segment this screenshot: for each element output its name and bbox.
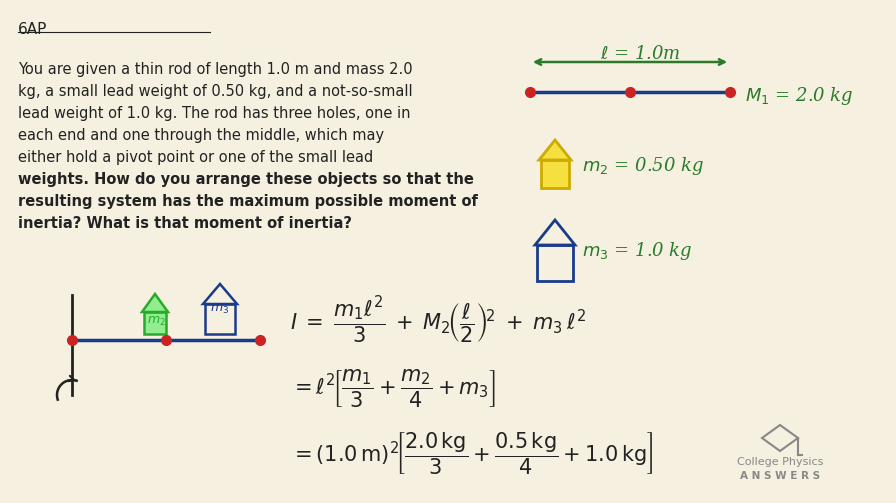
Text: $m_2$: $m_2$ xyxy=(147,315,166,328)
Polygon shape xyxy=(762,425,798,451)
FancyBboxPatch shape xyxy=(541,160,569,188)
Polygon shape xyxy=(539,140,571,160)
Polygon shape xyxy=(142,294,168,312)
Text: lead weight of 1.0 kg. The rod has three holes, one in: lead weight of 1.0 kg. The rod has three… xyxy=(18,106,410,121)
Text: $= (1.0\,\mathrm{m})^2\!\left[\dfrac{2.0\,\mathrm{kg}}{3} + \dfrac{0.5\,\mathrm{: $= (1.0\,\mathrm{m})^2\!\left[\dfrac{2.0… xyxy=(290,430,653,476)
FancyBboxPatch shape xyxy=(144,312,166,334)
Text: You are given a thin rod of length 1.0 m and mass 2.0: You are given a thin rod of length 1.0 m… xyxy=(18,62,413,77)
Text: A N S W E R S: A N S W E R S xyxy=(740,471,820,481)
Text: each end and one through the middle, which may: each end and one through the middle, whi… xyxy=(18,128,384,143)
Text: $\ell$ = 1.0m: $\ell$ = 1.0m xyxy=(600,45,681,63)
Text: weights. How do you arrange these objects so that the: weights. How do you arrange these object… xyxy=(18,172,474,187)
Text: $I \;=\; \dfrac{m_1 \ell^2}{3} \;+\; M_2\!\left(\dfrac{\ell}{2}\right)^{\!2} \;+: $I \;=\; \dfrac{m_1 \ell^2}{3} \;+\; M_2… xyxy=(290,295,586,346)
FancyBboxPatch shape xyxy=(537,245,573,281)
Polygon shape xyxy=(203,284,237,304)
Text: kg, a small lead weight of 0.50 kg, and a not-so-small: kg, a small lead weight of 0.50 kg, and … xyxy=(18,84,413,99)
FancyBboxPatch shape xyxy=(205,304,235,334)
Text: $m_3$ = 1.0 kg: $m_3$ = 1.0 kg xyxy=(582,240,693,262)
Text: $m_2$ = 0.50 kg: $m_2$ = 0.50 kg xyxy=(582,155,704,177)
Polygon shape xyxy=(535,220,575,245)
Text: $= \ell^2\!\left[\dfrac{m_1}{3} + \dfrac{m_2}{4} + m_3\right]$: $= \ell^2\!\left[\dfrac{m_1}{3} + \dfrac… xyxy=(290,368,496,410)
Text: College Physics: College Physics xyxy=(737,457,823,467)
Text: 6AP: 6AP xyxy=(18,22,47,37)
Text: inertia? What is that moment of inertia?: inertia? What is that moment of inertia? xyxy=(18,216,352,231)
Text: $M_1$ = 2.0 kg: $M_1$ = 2.0 kg xyxy=(745,85,854,107)
Text: $m_3$: $m_3$ xyxy=(210,303,229,316)
Text: resulting system has the maximum possible moment of: resulting system has the maximum possibl… xyxy=(18,194,478,209)
Text: either hold a pivot point or one of the small lead: either hold a pivot point or one of the … xyxy=(18,150,374,165)
